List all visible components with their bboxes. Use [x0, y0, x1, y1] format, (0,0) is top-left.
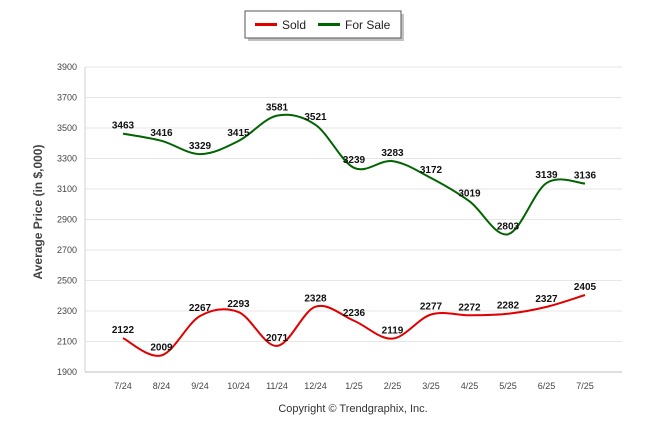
- y-tick-label: 2500: [57, 276, 77, 286]
- data-label-sold: 2009: [150, 342, 173, 353]
- data-label-for-sale: 3239: [343, 155, 366, 166]
- data-label-for-sale: 3581: [266, 103, 289, 114]
- x-tick-label: 3/25: [422, 381, 440, 391]
- data-label-sold: 2277: [420, 302, 443, 313]
- data-label-sold: 2293: [227, 299, 250, 310]
- x-tick-label: 1/25: [345, 381, 363, 391]
- y-axis-ticks: 1900 2100 2300 2500 2700 2900 3100 3300 3500 3700…: [57, 62, 77, 377]
- legend-label-for-sale: For Sale: [345, 18, 391, 32]
- data-label-sold: 2327: [535, 294, 558, 305]
- x-tick-label: 2/25: [384, 381, 402, 391]
- data-label-for-sale: 3136: [574, 171, 597, 182]
- x-tick-label: 12/24: [304, 381, 327, 391]
- copyright-text: Copyright © Trendgraphix, Inc.: [278, 403, 427, 415]
- y-axis-label: Average Price (in $,000): [31, 145, 45, 280]
- x-tick-label: 4/25: [461, 381, 479, 391]
- x-tick-label: 7/25: [576, 381, 594, 391]
- data-label-for-sale: 3415: [227, 128, 250, 139]
- y-tick-label: 3300: [57, 154, 77, 164]
- legend: Sold For Sale: [244, 10, 404, 41]
- data-label-for-sale: 3521: [304, 112, 327, 123]
- y-tick-label: 2300: [57, 306, 77, 316]
- x-tick-label: 8/24: [153, 381, 171, 391]
- data-label-sold: 2328: [304, 294, 327, 305]
- y-tick-label: 2900: [57, 215, 77, 225]
- x-tick-label: 11/24: [266, 381, 288, 391]
- x-tick-label: 10/24: [227, 381, 250, 391]
- x-tick-label: 9/24: [191, 381, 209, 391]
- x-tick-label: 6/25: [538, 381, 556, 391]
- data-label-for-sale: 3139: [535, 170, 558, 181]
- data-label-sold: 2282: [497, 301, 520, 312]
- gridlines: [84, 66, 622, 373]
- data-label-sold: 2122: [112, 325, 135, 336]
- data-labels: 2122 2009 2267 2293 2071 2328 2236 2119 2277 2272…: [112, 103, 597, 354]
- y-tick-label: 1900: [57, 367, 77, 377]
- series-line-sold: [122, 294, 586, 357]
- x-tick-label: 5/25: [499, 381, 517, 391]
- y-tick-label: 3700: [57, 93, 77, 103]
- data-label-sold: 2119: [382, 326, 404, 337]
- x-tick-label: 7/24: [114, 381, 132, 391]
- y-tick-label: 3900: [57, 62, 77, 72]
- data-label-sold: 2236: [343, 308, 366, 319]
- data-label-sold: 2267: [189, 303, 212, 314]
- data-label-sold: 2405: [574, 282, 597, 293]
- data-label-for-sale: 3416: [150, 128, 173, 139]
- data-label-for-sale: 3463: [112, 121, 135, 132]
- y-tick-label: 2700: [57, 245, 77, 255]
- data-label-sold: 2071: [266, 333, 289, 344]
- data-label-for-sale: 3019: [458, 188, 481, 199]
- data-label-sold: 2272: [458, 302, 481, 313]
- data-label-for-sale: 3172: [420, 165, 443, 176]
- data-label-for-sale: 2803: [497, 221, 520, 232]
- y-tick-label: 3100: [57, 184, 77, 194]
- y-tick-label: 2100: [57, 337, 77, 347]
- data-label-for-sale: 3283: [381, 148, 404, 159]
- series-line-for-sale: [122, 113, 586, 236]
- y-tick-label: 3500: [57, 123, 77, 133]
- legend-label-sold: Sold: [282, 18, 306, 32]
- x-axis-ticks: 7/24 8/24 9/24 10/24 11/24 12/24 1/25 2/25 3/25 4…: [114, 381, 594, 391]
- series-group: [122, 113, 586, 357]
- data-label-for-sale: 3329: [189, 141, 212, 152]
